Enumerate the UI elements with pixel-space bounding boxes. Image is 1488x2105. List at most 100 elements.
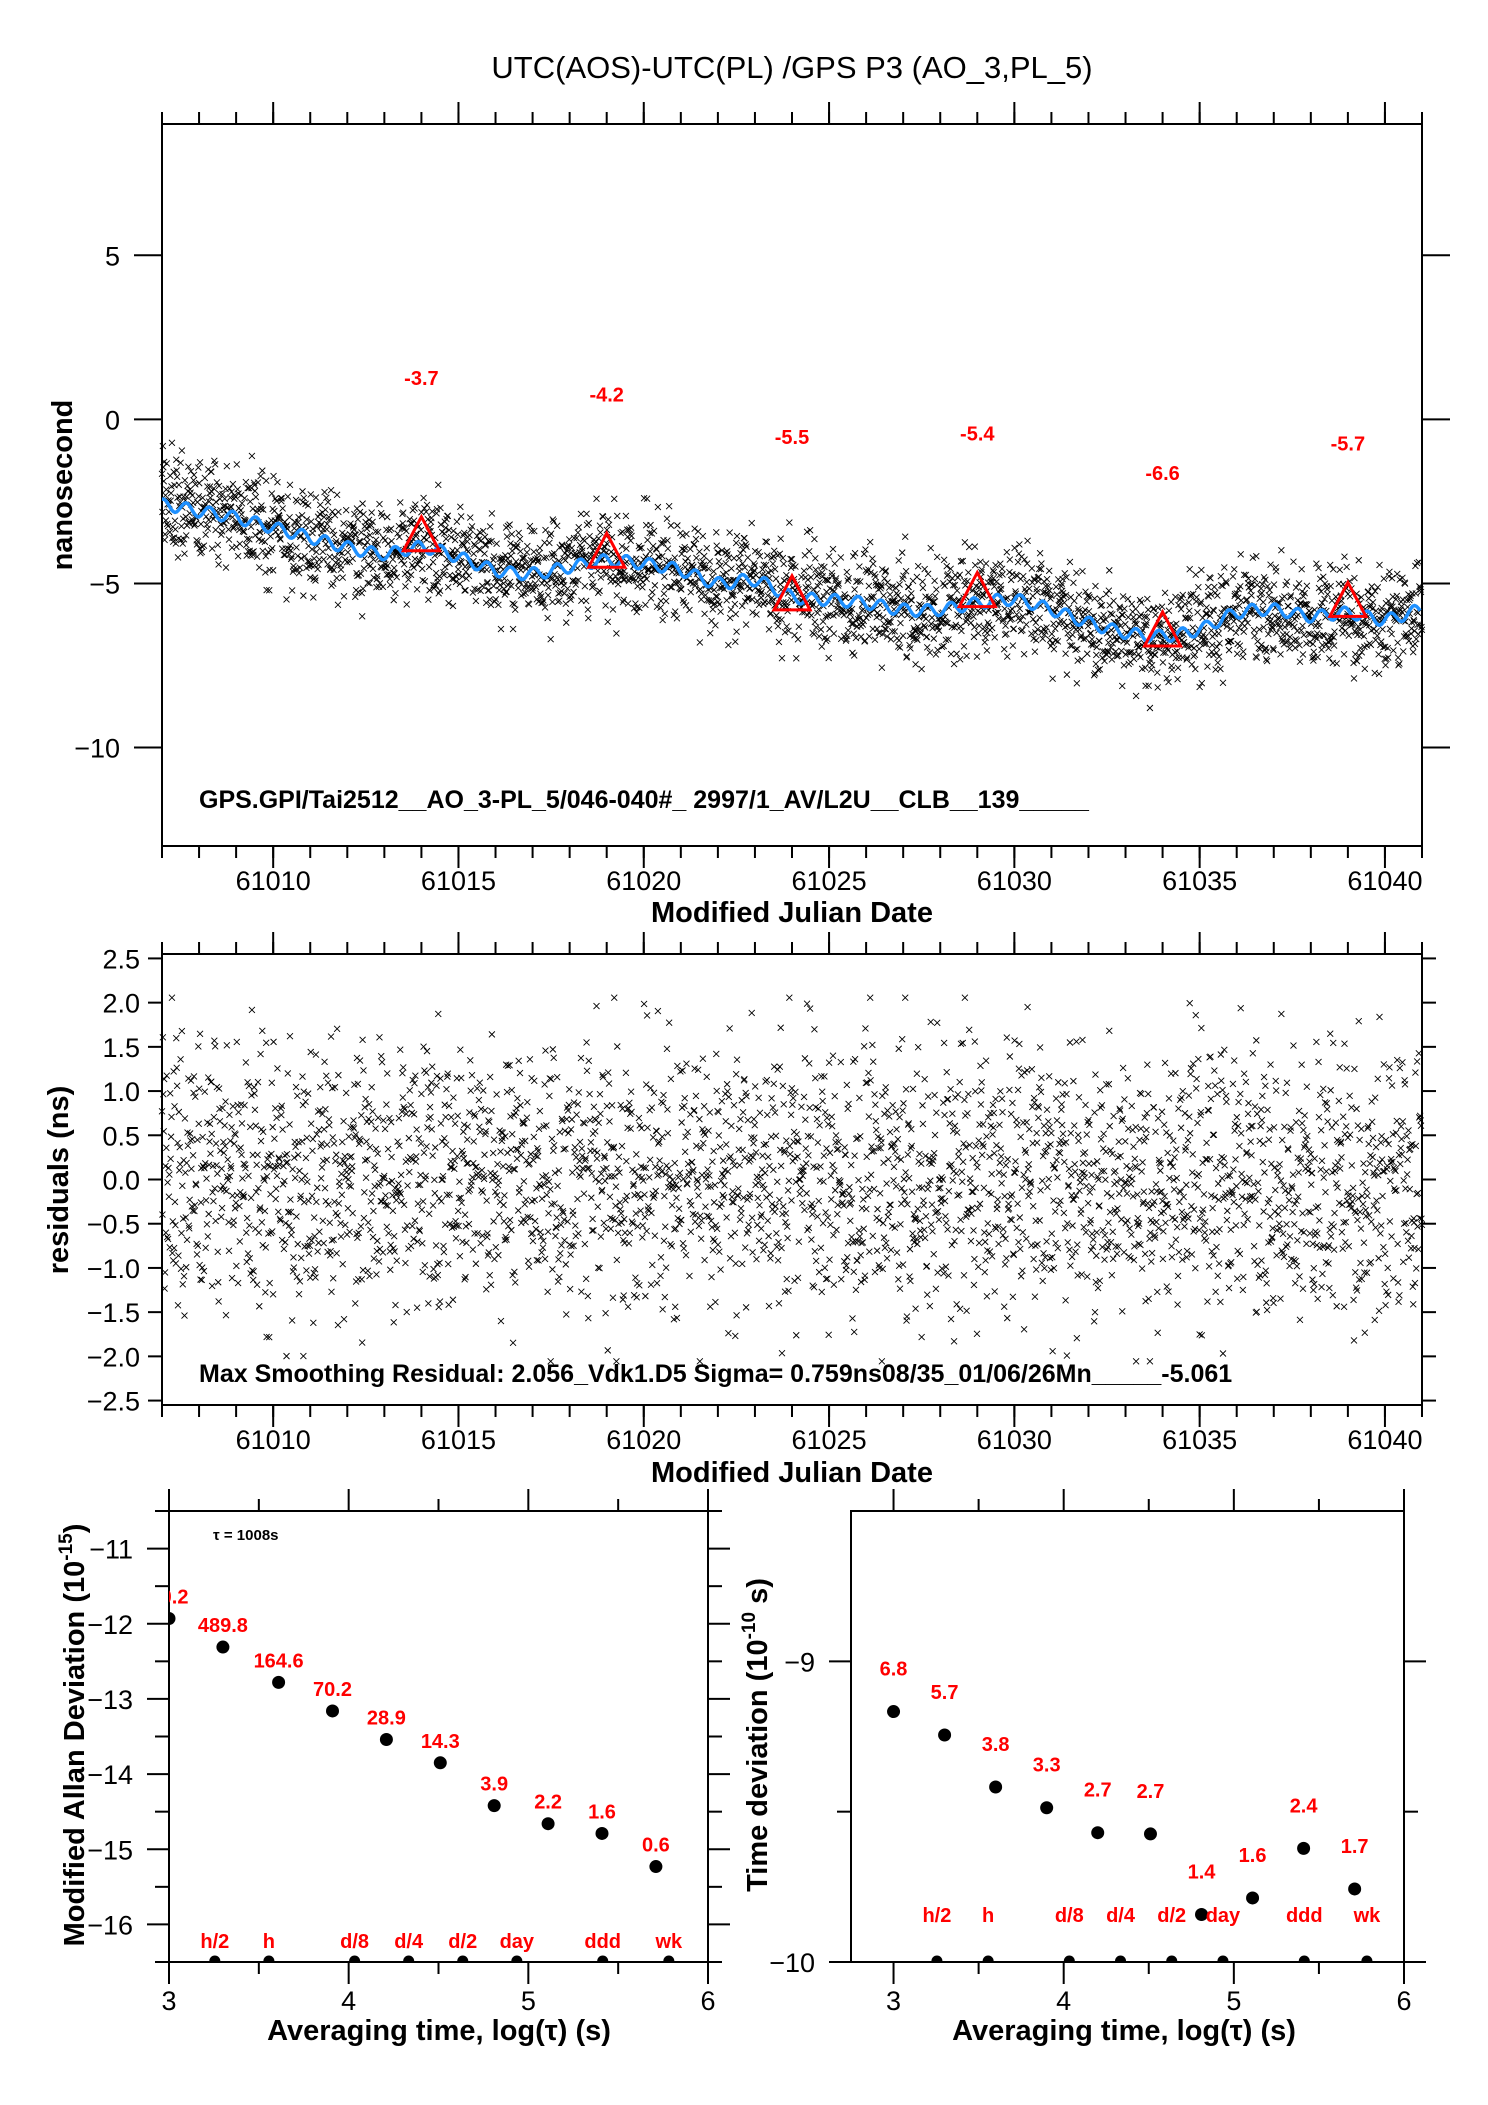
data-point bbox=[172, 456, 180, 464]
x-axis-title: Modified Julian Date bbox=[651, 897, 933, 929]
data-point bbox=[386, 575, 394, 583]
data-point bbox=[245, 484, 253, 492]
data-point bbox=[242, 541, 250, 549]
data-point bbox=[384, 562, 392, 569]
data-point bbox=[444, 512, 452, 520]
data-point bbox=[534, 557, 542, 564]
data-point bbox=[276, 514, 283, 522]
data-point bbox=[180, 536, 188, 543]
data-point bbox=[457, 503, 464, 511]
data-point bbox=[286, 481, 294, 489]
data-point bbox=[485, 538, 493, 546]
data-point bbox=[366, 579, 373, 587]
data-point bbox=[329, 527, 337, 535]
data-point bbox=[241, 494, 248, 502]
data-point bbox=[596, 587, 603, 595]
data-point bbox=[195, 479, 203, 487]
data-point bbox=[284, 493, 292, 500]
data-point bbox=[214, 553, 222, 561]
data-point bbox=[221, 495, 229, 503]
data-point bbox=[207, 468, 215, 476]
data-point bbox=[295, 569, 303, 577]
data-point bbox=[226, 485, 233, 492]
data-point bbox=[407, 571, 415, 579]
data-point bbox=[602, 571, 610, 578]
data-point bbox=[369, 565, 377, 573]
data-point bbox=[483, 566, 491, 574]
data-point bbox=[300, 592, 307, 599]
data-point bbox=[191, 480, 199, 488]
data-point bbox=[410, 564, 417, 571]
data-point bbox=[329, 508, 336, 516]
data-point bbox=[163, 520, 171, 528]
data-point bbox=[330, 566, 337, 574]
data-point bbox=[340, 520, 347, 527]
data-point bbox=[514, 584, 522, 592]
data-point bbox=[488, 537, 495, 545]
data-point bbox=[613, 592, 621, 599]
data-point bbox=[360, 510, 367, 518]
data-point bbox=[196, 458, 204, 466]
data-point bbox=[322, 540, 330, 548]
data-point bbox=[263, 586, 270, 594]
data-point bbox=[356, 508, 364, 516]
data-point bbox=[485, 586, 493, 594]
data-point bbox=[334, 601, 342, 609]
data-point bbox=[530, 527, 538, 535]
data-point bbox=[219, 490, 226, 498]
data-point bbox=[275, 512, 283, 520]
data-point bbox=[567, 596, 574, 604]
data-point bbox=[320, 513, 328, 521]
data-point bbox=[251, 481, 258, 489]
data-point bbox=[343, 558, 351, 566]
data-point bbox=[363, 533, 370, 540]
data-point bbox=[445, 599, 452, 607]
x-tick-label: 61010 bbox=[236, 1425, 311, 1455]
data-point bbox=[604, 516, 612, 523]
data-point bbox=[293, 544, 300, 551]
data-point bbox=[451, 536, 459, 544]
data-point bbox=[327, 486, 335, 494]
data-point bbox=[551, 571, 558, 578]
data-point bbox=[619, 528, 626, 536]
data-point bbox=[433, 505, 441, 513]
data-point bbox=[300, 494, 308, 502]
data-point bbox=[605, 521, 613, 529]
data-point bbox=[403, 601, 411, 608]
data-point bbox=[243, 535, 251, 543]
daily-mean-label: -6.6 bbox=[1145, 463, 1179, 485]
data-point bbox=[267, 546, 275, 554]
data-point bbox=[484, 578, 491, 586]
data-point bbox=[372, 536, 380, 544]
data-point bbox=[324, 561, 331, 568]
data-point bbox=[333, 491, 341, 499]
data-point bbox=[359, 585, 367, 593]
data-point bbox=[190, 471, 198, 479]
data-point bbox=[541, 604, 549, 611]
data-point bbox=[246, 535, 253, 543]
data-point bbox=[393, 573, 401, 581]
data-point bbox=[384, 540, 392, 548]
data-point bbox=[309, 525, 317, 533]
chart-annotation: GPS.GPI/Tai2512__AO_3-PL_5/046-040#_ 299… bbox=[199, 786, 1090, 814]
data-point bbox=[398, 557, 405, 564]
data-point bbox=[466, 514, 474, 521]
data-point bbox=[627, 524, 635, 532]
data-point bbox=[561, 590, 568, 597]
data-point bbox=[367, 522, 375, 529]
data-point bbox=[392, 589, 399, 597]
data-point bbox=[319, 548, 327, 556]
data-point bbox=[477, 587, 484, 595]
data-point bbox=[318, 520, 325, 528]
data-point bbox=[247, 551, 254, 559]
data-point bbox=[295, 513, 302, 521]
data-point bbox=[547, 530, 555, 537]
data-point bbox=[315, 561, 322, 569]
x-tick-label: 61020 bbox=[606, 866, 681, 896]
data-point bbox=[251, 487, 259, 495]
y-tick-label: 2.5 bbox=[102, 944, 140, 974]
data-point bbox=[622, 512, 630, 520]
data-point bbox=[488, 510, 496, 517]
data-point bbox=[207, 494, 214, 502]
data-point bbox=[405, 576, 412, 583]
